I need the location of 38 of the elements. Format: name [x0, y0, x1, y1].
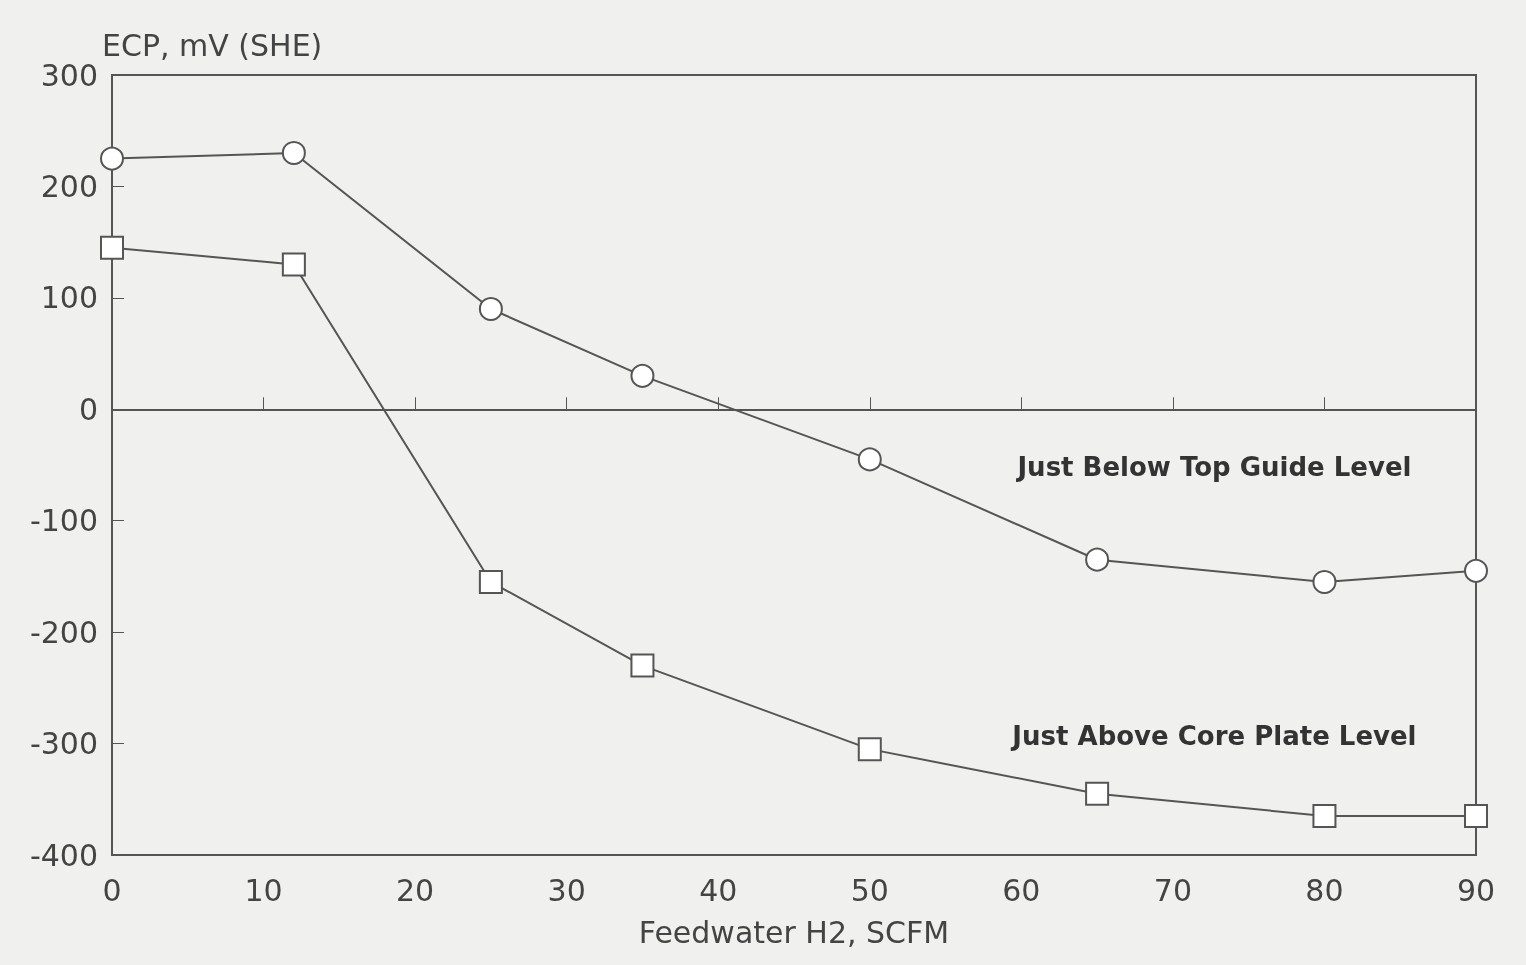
y-tick-label: 300 — [40, 57, 98, 93]
point — [100, 146, 124, 171]
x-tick-label: 90 — [1456, 872, 1496, 908]
point — [281, 141, 306, 165]
point — [1085, 547, 1110, 572]
series-label: Just Above Core Plate Level — [1010, 721, 1417, 751]
point — [1312, 570, 1337, 594]
x-axis-title: Feedwater H2, SCFM — [638, 914, 950, 950]
point — [1312, 804, 1337, 828]
point — [281, 252, 306, 277]
point — [857, 737, 882, 762]
y-axis-title: ECP, mV (SHE) — [102, 27, 323, 63]
point — [630, 653, 655, 678]
y-tick-label: 100 — [40, 280, 98, 316]
y-tick-label: 200 — [40, 168, 98, 204]
x-tick-label: 50 — [850, 872, 889, 908]
point — [630, 363, 655, 388]
y-tick-label: -400 — [29, 837, 98, 873]
y-tick-label: 0 — [78, 391, 98, 427]
point — [478, 297, 503, 321]
point — [1085, 781, 1110, 806]
x-tick-label: 70 — [1153, 872, 1192, 908]
x-tick-label: 80 — [1305, 872, 1344, 908]
point — [1464, 804, 1488, 828]
y-tick-label: -200 — [29, 614, 98, 650]
point — [1464, 558, 1488, 583]
x-tick-label: 0 — [102, 872, 122, 908]
x-tick-label: 60 — [1002, 872, 1041, 908]
x-tick-label: 20 — [396, 872, 435, 908]
point — [478, 570, 503, 594]
x-tick-label: 10 — [244, 872, 283, 908]
y-tick-label: -300 — [29, 726, 98, 762]
y-tick-label: -100 — [29, 503, 98, 539]
point — [100, 235, 124, 260]
series-label: Just Below Top Guide Level — [1015, 452, 1412, 482]
point — [857, 447, 882, 472]
x-tick-label: 40 — [699, 872, 738, 908]
x-tick-label: 30 — [547, 872, 586, 908]
